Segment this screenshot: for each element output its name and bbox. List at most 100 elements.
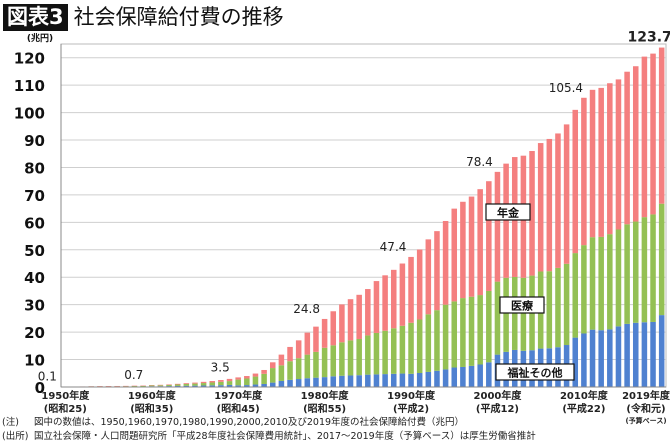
bar-segment-福祉その他 xyxy=(373,374,380,387)
bar-segment-医療 xyxy=(503,277,509,352)
bar-segment-医療 xyxy=(174,384,181,386)
x-tick-sublabel: (平成22) xyxy=(562,402,605,415)
bar-segment-年金 xyxy=(192,382,198,384)
bar-segment-医療 xyxy=(347,340,354,376)
bar-segment-福祉その他 xyxy=(174,385,181,387)
bar-segment-福祉その他 xyxy=(200,385,207,387)
bar-segment-医療 xyxy=(209,382,216,386)
data-label: 47.4 xyxy=(380,240,407,254)
bar-segment-医療 xyxy=(615,229,622,327)
bar-segment-年金 xyxy=(174,383,181,385)
bar-segment-医療 xyxy=(416,319,423,374)
x-tick-sublabel: (平成2) xyxy=(393,402,429,415)
bar-segment-年金 xyxy=(624,71,630,225)
x-tick-label: 1950年度 xyxy=(41,389,90,402)
bar-segment-医療 xyxy=(235,379,241,386)
bar-segment-医療 xyxy=(399,325,406,374)
bar-segment-年金 xyxy=(269,362,276,369)
chart-header: 図表3 社会保障給付費の推移 xyxy=(3,4,284,31)
data-label: 0.1 xyxy=(38,370,57,384)
bar-segment-年金 xyxy=(468,196,475,297)
bar-segment-年金 xyxy=(460,201,466,299)
bar-segment-年金 xyxy=(252,373,259,377)
bar-segment-年金 xyxy=(650,53,656,215)
bar-segment-福祉その他 xyxy=(434,370,440,387)
bar-segment-年金 xyxy=(244,376,250,379)
bar-segment-年金 xyxy=(365,289,371,336)
bar-segment-医療 xyxy=(183,384,190,386)
x-tick-label: 1960年度 xyxy=(128,389,177,402)
bar-segment-医療 xyxy=(451,301,458,368)
bar-segment-福祉その他 xyxy=(218,385,224,387)
bar-segment-福祉その他 xyxy=(321,377,328,387)
bar-segment-医療 xyxy=(624,224,630,324)
bar-segment-福祉その他 xyxy=(313,377,319,387)
bar-segment-福祉その他 xyxy=(287,379,293,387)
bar-segment-医療 xyxy=(226,381,233,385)
bar-segment-福祉その他 xyxy=(477,364,483,387)
x-tick-sublabel: (昭和25) xyxy=(44,402,87,415)
x-tick-sublabel: (平成12) xyxy=(476,402,519,415)
bar-segment-年金 xyxy=(632,66,639,222)
y-tick-label: 100 xyxy=(14,105,45,123)
data-label: 123.7 xyxy=(628,30,670,46)
bar-segment-医療 xyxy=(365,335,371,375)
bar-segment-医療 xyxy=(589,237,596,330)
bar-segment-医療 xyxy=(295,358,302,380)
bar-segment-医療 xyxy=(641,217,648,323)
bar-segment-福祉その他 xyxy=(607,329,613,387)
bar-segment-年金 xyxy=(589,89,596,238)
bar-segment-医療 xyxy=(390,328,397,374)
bar-segment-医療 xyxy=(330,345,337,377)
x-tick-label: 2000年度 xyxy=(474,389,523,402)
x-tick-label: 1980年度 xyxy=(301,389,350,402)
bar-segment-医療 xyxy=(278,365,285,381)
bar-segment-医療 xyxy=(650,214,656,322)
footnote-note: (注) 図中の数値は、1950,1960,1970,1980,1990,2000,… xyxy=(2,417,465,428)
data-label: 105.4 xyxy=(549,81,583,95)
bar-segment-年金 xyxy=(347,299,354,341)
data-label: 24.8 xyxy=(293,302,320,316)
bar-segment-医療 xyxy=(382,330,388,375)
bar-segment-年金 xyxy=(356,294,362,339)
bar-segment-福祉その他 xyxy=(261,383,267,387)
x-tick-label: 2019年度 xyxy=(622,389,670,402)
bar-segment-福祉その他 xyxy=(339,375,345,387)
bar-segment-医療 xyxy=(486,290,492,363)
data-label: 78.4 xyxy=(466,155,493,169)
svg-text:医療: 医療 xyxy=(511,299,534,313)
y-tick-label: 20 xyxy=(24,324,45,342)
bar-segment-福祉その他 xyxy=(451,367,458,387)
bar-segment-年金 xyxy=(434,231,440,311)
bar-segment-医療 xyxy=(166,384,172,387)
bar-segment-福祉その他 xyxy=(460,366,466,387)
bar-segment-年金 xyxy=(295,340,302,359)
bar-segment-福祉その他 xyxy=(235,385,241,387)
bar-segment-年金 xyxy=(451,208,458,302)
bar-segment-医療 xyxy=(313,351,319,378)
bar-segment-年金 xyxy=(226,378,233,382)
x-tick-label: 2010年度 xyxy=(560,389,609,402)
bar-segment-福祉その他 xyxy=(624,323,630,387)
bar-segment-医療 xyxy=(563,263,570,346)
bar-segment-福祉その他 xyxy=(347,375,354,387)
bar-segment-福祉その他 xyxy=(356,375,362,387)
x-tick-sublabel: (昭和55) xyxy=(303,402,346,415)
bar-segment-福祉その他 xyxy=(468,365,475,387)
bar-segment-福祉その他 xyxy=(442,369,449,387)
data-label: 0.7 xyxy=(124,368,143,382)
bar-segment-福祉その他 xyxy=(209,385,216,387)
bar-segment-医療 xyxy=(244,378,250,386)
bar-segment-年金 xyxy=(563,124,570,264)
bar-segment-医療 xyxy=(140,385,146,387)
bar-segment-年金 xyxy=(598,87,604,237)
bar-segment-医療 xyxy=(356,338,362,376)
y-tick-label: 90 xyxy=(24,132,45,150)
svg-text:福祉その他: 福祉その他 xyxy=(507,366,563,380)
bar-segment-年金 xyxy=(287,346,293,362)
bar-segment-福祉その他 xyxy=(399,373,406,387)
bar-segment-医療 xyxy=(218,381,224,386)
bar-segment-年金 xyxy=(183,383,190,385)
x-tick-sublabel: (昭和35) xyxy=(130,402,173,415)
